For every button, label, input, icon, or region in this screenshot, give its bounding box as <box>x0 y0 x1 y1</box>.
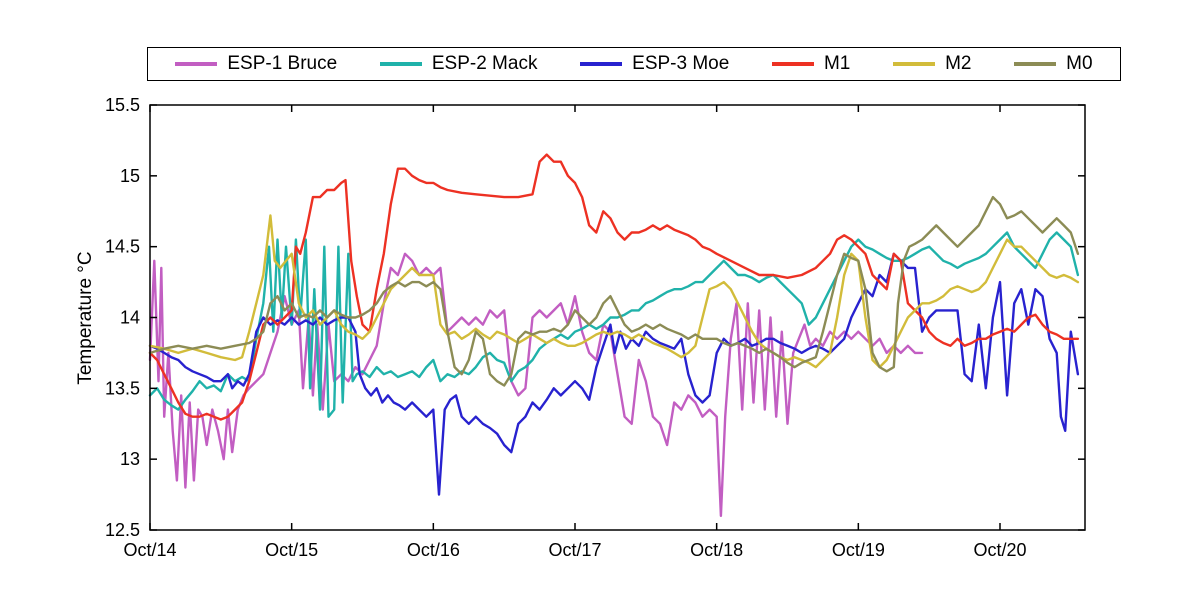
x-tick-label: Oct/17 <box>548 540 601 560</box>
y-tick-label: 12.5 <box>105 520 140 540</box>
x-tick-label: Oct/14 <box>123 540 176 560</box>
y-tick-label: 15 <box>120 166 140 186</box>
legend: ESP-1 Bruce ESP-2 Mack ESP-3 Moe M1 M2 M0 <box>147 47 1121 81</box>
x-tick-label: Oct/19 <box>832 540 885 560</box>
legend-item-m0: M0 <box>1014 53 1093 75</box>
legend-label-esp-1-bruce: ESP-1 Bruce <box>227 53 338 74</box>
series-line-m1 <box>148 153 1080 421</box>
legend-line-swatch-esp-3-moe <box>580 62 623 66</box>
x-tick-label: Oct/15 <box>265 540 318 560</box>
legend-label-esp-2-mack: ESP-2 Mack <box>431 53 538 74</box>
legend-line-swatch-m2 <box>893 62 936 66</box>
legend-label-m0: M0 <box>1066 53 1093 74</box>
legend-line-swatch-m1 <box>771 62 814 66</box>
legend-label-esp-3-moe: ESP-3 Moe <box>632 53 730 74</box>
y-axis-label: Temperature °C <box>75 251 96 385</box>
legend-item-esp-3-moe: ESP-3 Moe <box>580 53 729 75</box>
legend-item-m1: M1 <box>771 53 851 75</box>
series-line-esp-1-bruce <box>148 252 924 517</box>
series-line-esp-2-mack <box>148 231 1080 418</box>
legend-label-m1: M1 <box>823 53 851 74</box>
series-line-m0 <box>148 195 1080 387</box>
x-tick-label: Oct/20 <box>973 540 1026 560</box>
y-tick-label: 13 <box>120 449 140 469</box>
series-line-esp-3-moe <box>148 252 1080 496</box>
y-tick-label: 15.5 <box>105 95 140 115</box>
legend-line-swatch-esp-1-bruce <box>175 62 218 66</box>
x-tick-label: Oct/16 <box>407 540 460 560</box>
legend-item-esp-2-mack: ESP-2 Mack <box>379 53 538 75</box>
y-tick-label: 14.5 <box>105 237 140 257</box>
y-tick-label: 13.5 <box>105 378 140 398</box>
legend-item-esp-1-bruce: ESP-1 Bruce <box>175 53 337 75</box>
x-tick-label: Oct/18 <box>690 540 743 560</box>
legend-label-m2: M2 <box>945 53 972 74</box>
y-tick-label: 14 <box>120 308 140 328</box>
legend-line-swatch-esp-2-mack <box>379 62 422 66</box>
legend-line-swatch-m0 <box>1014 62 1057 66</box>
legend-item-m2: M2 <box>893 53 971 75</box>
